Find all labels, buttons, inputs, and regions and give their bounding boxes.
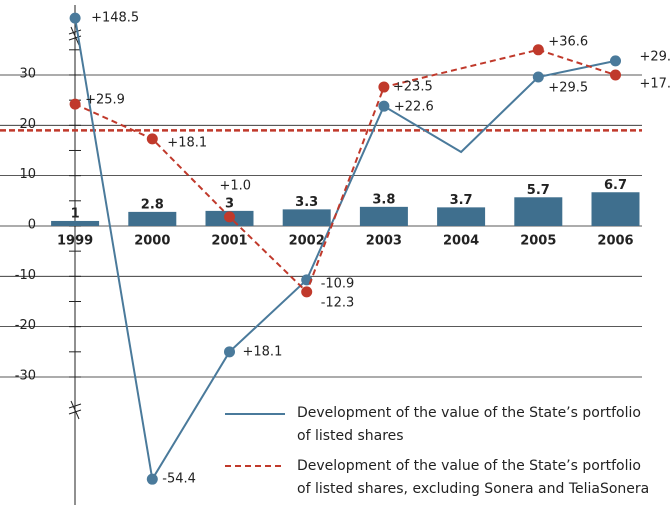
point-marker — [610, 55, 621, 67]
bar-value-label: 1 — [71, 206, 80, 221]
point-annotation: +148.5 — [91, 11, 139, 26]
bar — [282, 209, 331, 226]
bar-value-label: 6.7 — [604, 178, 627, 193]
point-annotation: +18.1 — [243, 344, 283, 359]
legend-label: Development of the value of the State’s … — [297, 405, 641, 444]
point-annotation: -12.3 — [321, 295, 355, 310]
point-annotation: +23.5 — [393, 80, 433, 95]
x-tick-label: 1999 — [57, 233, 93, 248]
point-annotation: +29.8 — [640, 49, 670, 64]
point-marker — [610, 69, 621, 81]
legend-label: Development of the value of the State’s … — [297, 458, 650, 497]
point-annotation: +36.6 — [548, 34, 588, 49]
series-line — [74, 17, 616, 482]
bar — [591, 192, 640, 226]
point-marker — [69, 98, 81, 110]
point-annotation: +22.6 — [394, 100, 434, 115]
x-tick-label: 2003 — [366, 233, 402, 248]
bar-value-label: 2.8 — [141, 197, 164, 212]
y-tick-label: 30 — [19, 66, 36, 81]
point-marker — [224, 346, 235, 358]
point-annotation: -10.9 — [321, 276, 355, 291]
point-annotation: -54.4 — [162, 472, 196, 487]
y-tick-label: -10 — [15, 268, 36, 283]
x-tick-label: 2000 — [134, 233, 170, 248]
point-annotation: +18.1 — [167, 135, 207, 150]
bar — [514, 197, 563, 226]
x-tick-label: 2005 — [520, 233, 556, 248]
series-line — [74, 48, 616, 294]
point-annotation: +1.0 — [220, 178, 252, 193]
bar-value-label: 3.7 — [450, 193, 473, 208]
point-marker — [146, 133, 158, 145]
y-tick-label: 20 — [19, 117, 36, 132]
y-tick-label: -30 — [15, 368, 36, 383]
bar — [51, 220, 100, 226]
point-annotation: +17.8 — [640, 76, 670, 91]
x-tick-label: 2004 — [443, 233, 479, 248]
point-marker — [378, 100, 390, 112]
point-marker — [378, 81, 390, 93]
point-annotation: +25.9 — [85, 93, 125, 108]
point-marker — [301, 286, 313, 298]
point-marker — [532, 71, 544, 83]
y-tick-label: 10 — [19, 167, 36, 182]
bar — [359, 206, 408, 226]
point-marker — [532, 44, 544, 56]
x-tick-label: 2002 — [289, 233, 325, 248]
point-marker — [146, 473, 158, 485]
point-marker — [224, 211, 235, 223]
y-tick-label: -20 — [15, 318, 36, 333]
x-tick-label: 2001 — [211, 233, 247, 248]
y-tick-label: 0 — [28, 217, 36, 232]
bar-value-label: 3.8 — [372, 192, 395, 207]
bar-value-label: 5.7 — [527, 183, 550, 198]
x-tick-label: 2006 — [597, 233, 633, 248]
bar — [437, 207, 486, 226]
point-marker — [69, 12, 81, 24]
bar — [128, 211, 177, 226]
bar-value-label: 3.3 — [295, 195, 318, 210]
point-annotation: +29.5 — [548, 80, 588, 95]
bar-value-label: 3 — [225, 196, 234, 211]
